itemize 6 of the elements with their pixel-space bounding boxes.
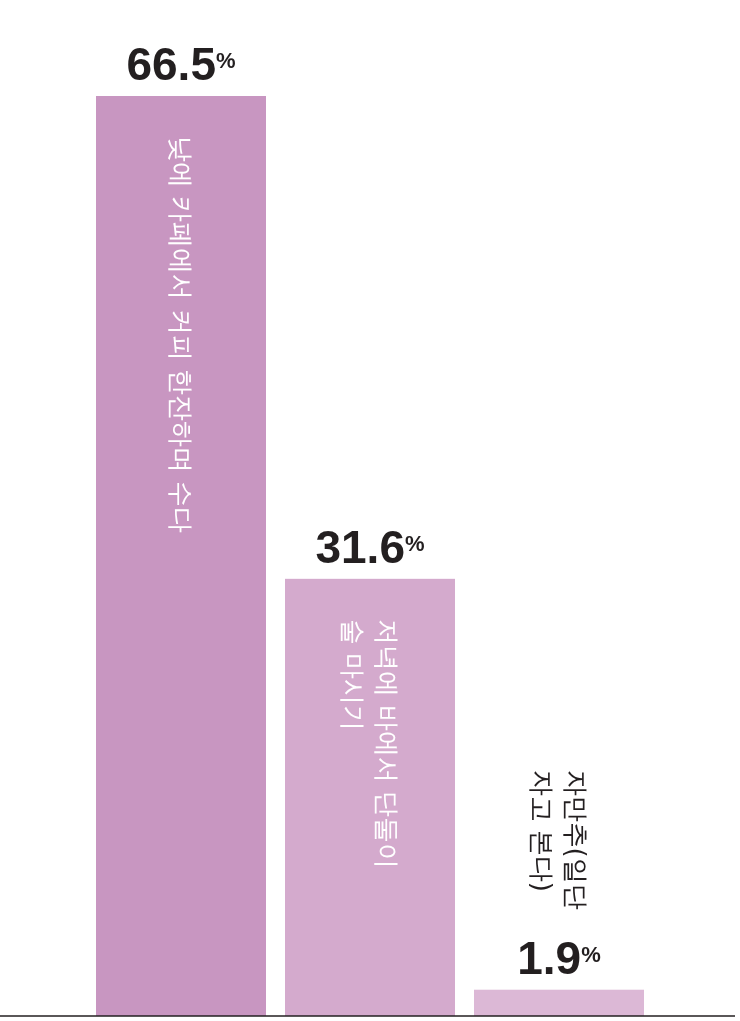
data-label: 31.6$^{%}$: [315, 520, 425, 573]
data-label: 66.5$^{%}$: [126, 38, 236, 90]
x-tick-label: 자만추(일단 자고 본다): [527, 769, 591, 910]
x-tick-label: 낮에 카페에서 커피 한잔하며 수다: [166, 136, 196, 534]
x-tick-label: 저녁에 바에서 단둘이 술 마시기: [338, 618, 402, 870]
data-label: 1.9$^{%}$: [517, 931, 601, 984]
